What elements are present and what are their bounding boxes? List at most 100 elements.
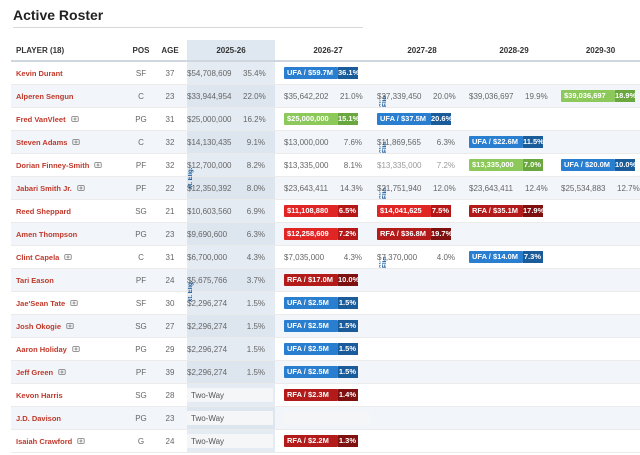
table-row[interactable]: Isaiah Crawford G 24 Two-Way RFA / $2.2M 1.3% [11, 430, 640, 453]
header-year-2025-26[interactable]: 2025-26 [216, 45, 246, 55]
salary-cell-y2 [377, 62, 467, 84]
player-cell: Isaiah Crawford [16, 430, 126, 452]
rfa-badge[interactable]: RFA / $35.1M 17.9% [469, 205, 544, 217]
table-row[interactable]: Tari Eason PF 24 $5,675,766 3.7% RFA / $17.0M… [11, 269, 640, 292]
red-badge[interactable]: $14,041,625 7.5% [377, 205, 451, 217]
player-name-link[interactable]: Jabari Smith Jr. [16, 183, 72, 193]
player-name-link[interactable]: Kevon Harris [16, 390, 63, 400]
table-row[interactable]: Steven Adams C 32 $14,130,435 9.1% $13,000,00… [11, 131, 640, 154]
ufa-badge[interactable]: UFA / $14.0M 7.3% [469, 251, 543, 263]
player-name-link[interactable]: Clint Capela [16, 252, 60, 262]
salary-cell-y2 [377, 384, 467, 406]
salary-entry: $7,035,000 4.3% [284, 253, 362, 262]
table-row[interactable]: Jeff Green PF 39 $2,296,274 1.5% UFA / $2.5M 1… [11, 361, 640, 384]
table-row[interactable]: Reed Sheppard SG 21 $10,603,560 6.9% $11,108,… [11, 200, 640, 223]
header-pos[interactable]: POS [132, 45, 150, 55]
red-badge[interactable]: $11,108,880 6.5% [284, 205, 358, 217]
table-row[interactable]: Clint Capela C 31 $6,700,000 4.3% $7,035,000 4… [11, 246, 640, 269]
ufa-badge[interactable]: UFA / $2.5M 1.5% [284, 343, 358, 355]
player-name-link[interactable]: Isaiah Crawford [16, 436, 73, 446]
salary-entry: $12,350,392 8.0% [187, 184, 265, 193]
table-row[interactable]: Josh Okogie SG 27 $2,296,274 1.5% UFA / $2.5M… [11, 315, 640, 338]
ufa-badge[interactable]: UFA / $2.5M 1.5% [284, 320, 358, 332]
table-row[interactable]: Amen Thompson PG 23 $9,690,600 6.3% $12,258,6… [11, 223, 640, 246]
player-name-link[interactable]: Kevin Durant [16, 68, 63, 78]
salary-value: $13,000,000 [284, 137, 329, 147]
salary-entry: $37,339,450 20.0% [377, 92, 456, 101]
table-row[interactable]: Alperen Sengun C 23 $33,944,954 22.0% $35,642… [11, 85, 640, 108]
player-name-link[interactable]: Reed Sheppard [16, 206, 72, 216]
current-year-highlight [187, 62, 275, 84]
salary-cell-y3 [469, 361, 559, 383]
table-row[interactable]: Kevin Durant SF 37 $54,708,609 35.4% UFA / $5… [11, 62, 640, 85]
header-year-2028-29[interactable]: 2028-29 [499, 45, 529, 55]
rfa-badge[interactable]: RFA / $2.2M 1.3% [284, 435, 358, 447]
header-year-2029-30[interactable]: 2029-30 [585, 45, 616, 55]
cap-percent: 4.3% [343, 252, 362, 262]
green-badge[interactable]: $25,000,000 15.1% [284, 113, 359, 125]
ufa-badge[interactable]: UFA / $2.5M 1.5% [284, 366, 358, 378]
table-row[interactable]: Jae'Sean Tate SF 30 $2,296,274 1.5% UFA / $2.… [11, 292, 640, 315]
player-cell: Clint Capela [16, 246, 126, 268]
header-player[interactable]: PLAYER (18) [16, 45, 65, 55]
player-age: 31 [165, 114, 175, 124]
current-year-highlight [187, 200, 275, 222]
player-position: C [138, 252, 144, 262]
table-row[interactable]: Kevon Harris SG 28 Two-Way RFA / $2.3M 1.4% [11, 384, 640, 407]
header-year-2027-28[interactable]: 2027-28 [407, 45, 437, 55]
salary-cell-y1: $13,335,000 8.1% [284, 154, 372, 176]
salary-cell-y4 [561, 62, 640, 84]
salary-entry: $2,296,274 1.5% [187, 345, 265, 354]
player-name-link[interactable]: Jae'Sean Tate [16, 298, 66, 308]
table-row[interactable]: Dorian Finney-Smith PF 32 $12,700,000 8.2% $1… [11, 154, 640, 177]
player-name-link[interactable]: Jeff Green [16, 367, 54, 377]
salary-cell-y1: RFA / $2.3M 1.4% [284, 384, 372, 406]
current-year-highlight [187, 315, 275, 337]
injury-icon [70, 299, 78, 307]
salary-cell-y4 [561, 407, 640, 429]
table-row[interactable]: J.D. Davison PG 23 Two-Way [11, 407, 640, 430]
salary-cell-y0: $5,675,766 3.7% [187, 269, 275, 291]
red-badge-label: $11,108,880 [284, 205, 338, 217]
salary-cell-y2: $14,041,625 7.5% [377, 200, 467, 222]
player-name-link[interactable]: Amen Thompson [16, 229, 78, 239]
salary-cell-y3 [469, 430, 559, 452]
ufa-badge[interactable]: UFA / $59.7M 36.1% [284, 67, 359, 79]
player-name-link[interactable]: J.D. Davison [16, 413, 62, 423]
current-year-highlight [187, 177, 275, 199]
table-row[interactable]: Fred VanVleet PG 31 $25,000,000 16.2% $25,000… [11, 108, 640, 131]
cap-percent: 12.7% [617, 183, 640, 193]
cap-percent: 7.2% [436, 160, 455, 170]
header-year-2026-27[interactable]: 2026-27 [313, 45, 343, 55]
player-name-link[interactable]: Josh Okogie [16, 321, 62, 331]
rfa-badge[interactable]: RFA / $36.8M 19.7% [377, 228, 452, 240]
cap-percent: 9.1% [246, 137, 265, 147]
table-row[interactable]: Aaron Holiday PG 29 $2,296,274 1.5% UFA / $2.… [11, 338, 640, 361]
table-row[interactable]: Jabari Smith Jr. PF 22 $12,350,392 8.0% $23,6… [11, 177, 640, 200]
player-name-link[interactable]: Tari Eason [16, 275, 54, 285]
salary-value: $7,035,000 [284, 252, 325, 262]
ufa-badge[interactable]: UFA / $37.5M 20.6% [377, 113, 452, 125]
player-name-link[interactable]: Alperen Sengun [16, 91, 74, 101]
player-cell: Tari Eason [16, 269, 126, 291]
green-badge[interactable]: $13,335,000 7.0% [469, 159, 543, 171]
green-badge[interactable]: $39,036,697 18.9% [561, 90, 636, 102]
player-name-link[interactable]: Steven Adams [16, 137, 68, 147]
rfa-badge[interactable]: RFA / $17.0M 10.0% [284, 274, 360, 286]
cap-percent: 10.0% [338, 274, 360, 286]
player-cell: Alperen Sengun [16, 85, 126, 107]
player-name-link[interactable]: Fred VanVleet [16, 114, 66, 124]
ufa-badge[interactable]: UFA / $2.5M 1.5% [284, 297, 358, 309]
salary-cell-y0: $25,000,000 16.2% [187, 108, 275, 130]
ufa-badge[interactable]: UFA / $22.6M 11.5% [469, 136, 544, 148]
red-badge[interactable]: $12,258,609 7.2% [284, 228, 358, 240]
ufa-badge[interactable]: UFA / $20.0M 10.0% [561, 159, 636, 171]
ufa-badge-label: UFA / $14.0M [469, 251, 523, 263]
player-name-link[interactable]: Aaron Holiday [16, 344, 67, 354]
player-name-link[interactable]: Dorian Finney-Smith [16, 160, 90, 170]
salary-cell-y0: $9,690,600 6.3% [187, 223, 275, 245]
rfa-badge[interactable]: RFA / $2.3M 1.4% [284, 389, 358, 401]
header-age[interactable]: AGE [161, 45, 179, 55]
player-age: 27 [165, 321, 175, 331]
cap-percent: 21.0% [340, 91, 363, 101]
